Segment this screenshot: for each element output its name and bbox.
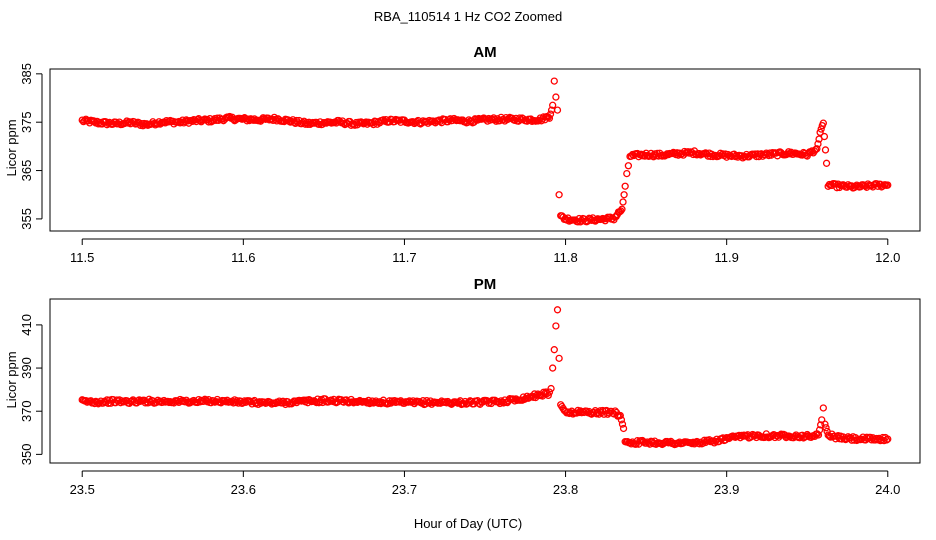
pm-data-point (441, 398, 449, 406)
pm-data-point (541, 389, 549, 398)
pm-data-point (552, 322, 560, 330)
pm-y-tick-label: 390 (19, 357, 34, 379)
pm-data-point (619, 424, 628, 433)
am-data-point (550, 77, 558, 85)
pm-data-point (884, 435, 892, 443)
am-y-tick-label: 365 (19, 160, 34, 182)
am-data-point (618, 205, 626, 213)
am-y-tick-label: 355 (19, 208, 34, 230)
am-y-tick-label: 375 (19, 111, 34, 133)
pm-data-point (618, 420, 627, 428)
am-x-tick-label: 11.7 (392, 250, 416, 265)
pm-data-point (547, 384, 555, 393)
am-y-axis-label: Licor ppm (4, 119, 19, 176)
am-data-point (624, 162, 633, 170)
am-x-tick-label: 11.6 (231, 250, 255, 265)
am-data-point (574, 218, 582, 226)
pm-data-points (78, 306, 892, 449)
am-panel: AM Licor ppm 11.5 11.6 11.7 11.8 11.9 12.0 35… (4, 44, 921, 265)
am-panel-title: AM (473, 44, 496, 61)
am-x-tick-label: 11.9 (714, 250, 738, 265)
pm-panel: PM Licor ppm 23.5 23.6 23.7 23.8 23.9 24.0 35… (4, 276, 921, 497)
am-data-point (546, 110, 555, 118)
pm-data-point (814, 431, 823, 439)
pm-data-point (141, 399, 150, 407)
am-data-point (820, 132, 829, 141)
pm-y-axis: 350 370 390 410 (19, 314, 43, 466)
am-data-point (619, 198, 627, 206)
am-x-tick-label: 12.0 (875, 250, 900, 265)
am-data-point (822, 159, 831, 167)
pm-data-point (544, 391, 552, 400)
am-data-point (816, 128, 824, 137)
am-data-point (821, 146, 830, 154)
pm-data-point (553, 306, 562, 314)
pm-data-point (549, 364, 557, 372)
pm-data-point (815, 426, 824, 434)
am-data-point (814, 140, 822, 148)
am-plot-frame (49, 68, 921, 232)
am-data-point (813, 145, 821, 153)
am-y-tick-label: 385 (19, 63, 34, 85)
pm-data-point (545, 388, 554, 396)
pm-data-point (882, 436, 891, 444)
am-data-point (620, 191, 628, 199)
pm-x-tick-label: 23.8 (553, 482, 578, 497)
pm-x-tick-label: 23.5 (70, 482, 95, 497)
pm-x-tick-label: 23.6 (231, 482, 256, 497)
am-x-axis: 11.5 11.6 11.7 11.8 11.9 12.0 (70, 238, 900, 265)
am-data-point (549, 101, 557, 109)
pm-data-point (819, 404, 827, 412)
pm-y-tick-label: 350 (19, 444, 34, 466)
am-data-point (819, 119, 827, 127)
am-data-point (732, 151, 741, 160)
pm-x-tick-label: 23.7 (392, 482, 417, 497)
pm-data-point (616, 411, 624, 420)
am-data-point (552, 93, 560, 101)
pm-data-point (816, 421, 825, 429)
am-data-point (239, 115, 247, 123)
pm-data-point (550, 346, 558, 354)
am-data-point (545, 114, 554, 122)
pm-data-point (822, 424, 830, 432)
pm-panel-title: PM (474, 276, 497, 293)
figure-title: RBA_110514 1 Hz CO2 Zoomed (374, 9, 562, 24)
pm-data-point (776, 431, 784, 439)
pm-data-point (617, 416, 626, 424)
pm-y-axis-label: Licor ppm (4, 351, 19, 408)
pm-y-tick-label: 410 (19, 314, 34, 336)
pm-data-point (555, 354, 563, 362)
pm-data-point (821, 420, 829, 428)
pm-x-tick-label: 23.9 (714, 482, 739, 497)
am-data-point (555, 191, 563, 199)
am-data-point (884, 181, 892, 189)
am-x-tick-label: 11.8 (553, 250, 577, 265)
pm-x-axis: 23.5 23.6 23.7 23.8 23.9 24.0 (70, 470, 900, 497)
am-data-points (78, 77, 892, 226)
am-x-tick-label: 11.5 (70, 250, 94, 265)
x-axis-label: Hour of Day (UTC) (414, 516, 522, 531)
am-data-point (621, 182, 629, 190)
pm-x-tick-label: 24.0 (875, 482, 900, 497)
am-data-point (209, 116, 218, 124)
pm-plot-frame (49, 298, 921, 464)
am-data-point (623, 169, 631, 178)
am-data-point (553, 106, 562, 114)
am-y-axis: 355 365 375 385 (19, 63, 43, 230)
pm-y-tick-label: 370 (19, 400, 34, 422)
